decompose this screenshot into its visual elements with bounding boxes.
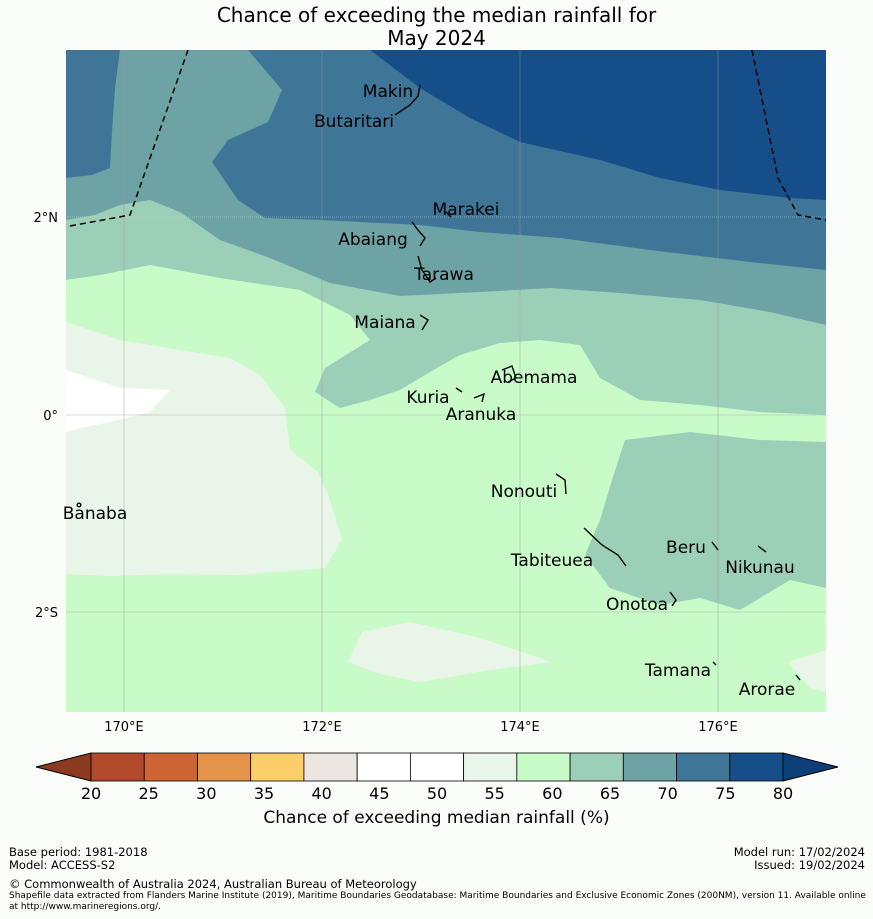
gridlines bbox=[66, 50, 826, 712]
place-label: Onotoa bbox=[606, 595, 668, 615]
colorbar-tick-label: 65 bbox=[600, 784, 620, 803]
colorbar-swatch bbox=[197, 752, 252, 782]
place-label: Beru bbox=[666, 538, 706, 558]
colorbar-tick-label: 70 bbox=[657, 784, 677, 803]
place-label: Abaiang bbox=[338, 230, 408, 250]
colorbar-swatch bbox=[516, 752, 571, 782]
colorbar-tick-label: 45 bbox=[369, 784, 389, 803]
band-above-80 bbox=[370, 50, 826, 200]
island-outlines bbox=[76, 84, 801, 681]
issued-date: Issued: 19/02/2024 bbox=[754, 858, 865, 872]
lon-label-174e: 174°E bbox=[500, 720, 540, 735]
colorbar: 20 25 30 35 40 45 50 55 60 65 70 75 80 bbox=[35, 752, 839, 803]
colorbar-tick-label: 55 bbox=[484, 784, 504, 803]
eez-boundary-west bbox=[69, 50, 189, 227]
map-title: Chance of exceeding the median rainfall … bbox=[0, 4, 873, 50]
band-55-60-se bbox=[788, 650, 826, 692]
colorbar-tick-label: 80 bbox=[773, 784, 793, 803]
colorbar-high-extend bbox=[782, 752, 839, 782]
place-label: Makin bbox=[363, 82, 413, 102]
place-label: Marakei bbox=[433, 200, 500, 220]
colorbar-tick-label: 60 bbox=[542, 784, 562, 803]
colorbar-swatch bbox=[463, 752, 518, 782]
place-label: Nonouti bbox=[491, 482, 557, 502]
lon-label-176e: 176°E bbox=[698, 720, 738, 735]
colorbar-swatch bbox=[729, 752, 784, 782]
place-label: Aranuka bbox=[446, 405, 517, 425]
band-75-80-west bbox=[66, 50, 120, 178]
title-line-2: May 2024 bbox=[387, 26, 486, 50]
place-label: Tamana bbox=[644, 661, 711, 681]
model-run: Model run: 17/02/2024 bbox=[733, 845, 865, 859]
place-label: Arorae bbox=[739, 680, 796, 700]
colorbar-swatch bbox=[143, 752, 198, 782]
footer-right: Model run: 17/02/2024 Issued: 19/02/2024 bbox=[734, 846, 865, 872]
colorbar-tick-label: 25 bbox=[138, 784, 158, 803]
place-label: Maiana bbox=[354, 313, 415, 333]
lon-label-172e: 172°E bbox=[302, 720, 342, 735]
place-label: Tabiteuea bbox=[510, 551, 593, 571]
colorbar-swatch bbox=[356, 752, 411, 782]
colorbar-swatch bbox=[676, 752, 731, 782]
colorbar-tick-label: 75 bbox=[715, 784, 735, 803]
band-75-80 bbox=[212, 50, 826, 270]
lon-label-170e: 170°E bbox=[104, 720, 144, 735]
colorbar-swatch bbox=[250, 752, 305, 782]
footer-bottom: © Commonwealth of Australia 2024, Austra… bbox=[9, 878, 869, 913]
lat-label-0: 0° bbox=[43, 409, 58, 424]
colorbar-swatch bbox=[622, 752, 677, 782]
eez-boundary-east bbox=[751, 50, 826, 221]
colorbar-swatch bbox=[303, 752, 358, 782]
model-name: Model: ACCESS-S2 bbox=[9, 858, 116, 872]
title-line-1: Chance of exceeding the median rainfall … bbox=[216, 3, 657, 27]
colorbar-tick-label: 50 bbox=[427, 784, 447, 803]
copyright: © Commonwealth of Australia 2024, Austra… bbox=[9, 877, 417, 891]
base-period: Base period: 1981-2018 bbox=[9, 845, 148, 859]
band-45-55 bbox=[66, 370, 170, 432]
place-label: Tarawa bbox=[413, 265, 474, 285]
place-label: Kuria bbox=[406, 388, 449, 408]
shapefile-note: Shapefile data extracted from Flanders M… bbox=[9, 891, 866, 912]
lat-label-2n: 2°N bbox=[34, 211, 59, 226]
colorbar-tick-label: 20 bbox=[81, 784, 101, 803]
place-label: Abemama bbox=[491, 368, 578, 388]
map-panel bbox=[66, 50, 826, 712]
place-label: Banaba bbox=[63, 504, 127, 524]
colorbar-tick-label: 30 bbox=[196, 784, 216, 803]
colorbar-label: Chance of exceeding median rainfall (%) bbox=[263, 808, 610, 828]
colorbar-swatch bbox=[569, 752, 624, 782]
colorbar-low-extend bbox=[35, 752, 92, 782]
band-55-60 bbox=[66, 322, 342, 576]
lat-label-2s: 2°S bbox=[35, 606, 58, 621]
colorbar-tick-label: 35 bbox=[254, 784, 274, 803]
place-label: Nikunau bbox=[725, 558, 795, 578]
colorbar-tick-label: 40 bbox=[311, 784, 331, 803]
place-label: Butaritari bbox=[314, 112, 394, 132]
colorbar-swatch bbox=[409, 752, 465, 782]
colorbar-swatch bbox=[90, 752, 145, 782]
footer-left: Base period: 1981-2018 Model: ACCESS-S2 bbox=[9, 846, 148, 872]
band-55-60-south bbox=[348, 622, 552, 682]
band-65-70-south bbox=[585, 432, 826, 610]
